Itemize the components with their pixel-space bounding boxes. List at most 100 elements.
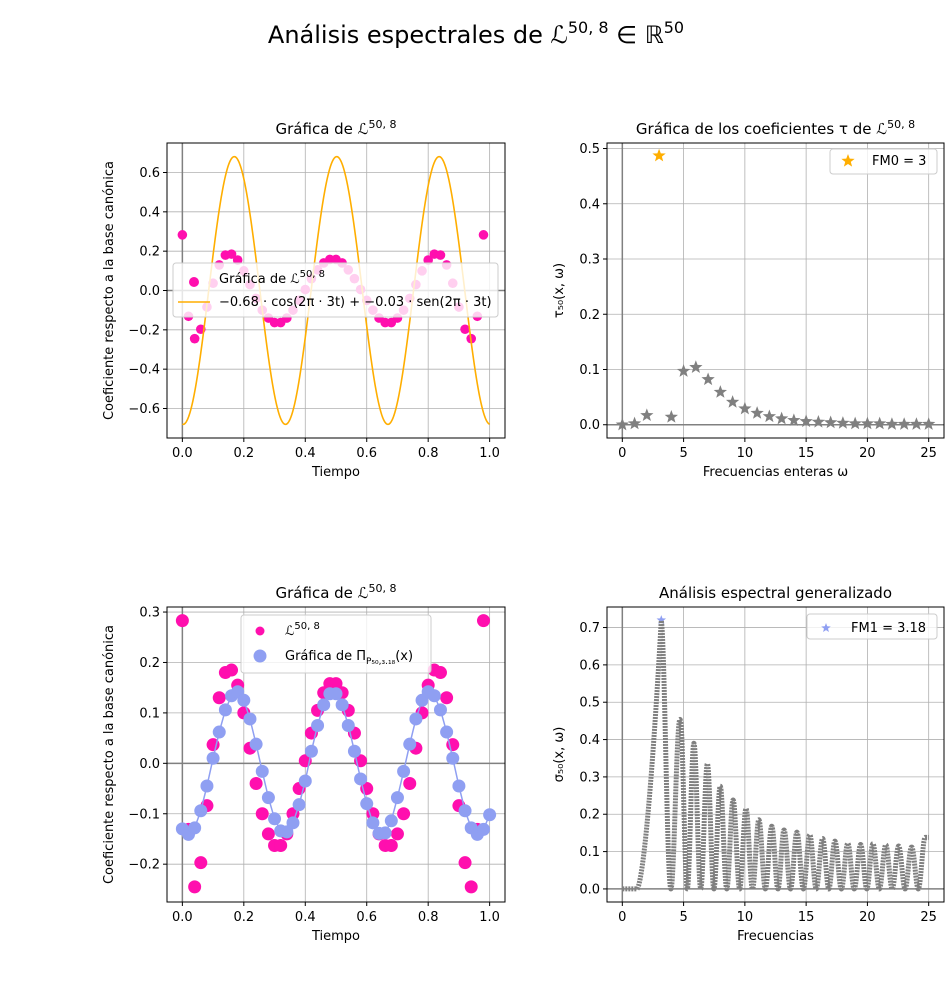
y-tick-label: −0.1	[128, 807, 160, 822]
y-tick-label: 0.4	[579, 197, 600, 212]
y-axis-label: τ₅₀(x, ω)	[552, 263, 567, 318]
spectrum-curve	[620, 618, 931, 892]
data-point	[433, 666, 447, 680]
data-point	[261, 827, 275, 841]
data-point	[354, 772, 368, 786]
data-point	[384, 839, 398, 853]
star-marker	[799, 414, 813, 428]
axes-frame	[606, 606, 945, 903]
data-point	[206, 751, 220, 765]
data-point	[403, 776, 417, 790]
plot-area	[615, 148, 936, 431]
series-2	[175, 685, 497, 841]
y-tick-label: 0.4	[579, 733, 600, 748]
y-tick-label: 0.6	[579, 658, 600, 673]
data-point	[397, 807, 411, 821]
data-point	[440, 691, 454, 705]
star-marker	[762, 409, 777, 423]
series-1	[656, 615, 667, 625]
x-tick-label: 10	[737, 910, 754, 925]
y-tick-label: 0.1	[579, 363, 600, 378]
data-point	[212, 691, 226, 705]
data-point	[483, 808, 497, 822]
x-tick-label: 0	[618, 910, 626, 925]
data-point	[280, 825, 294, 839]
x-tick-label: 25	[920, 910, 937, 925]
x-tick-label: 10	[737, 446, 754, 461]
data-point	[476, 822, 490, 836]
data-point	[286, 807, 300, 821]
data-point	[194, 804, 208, 818]
data-point	[390, 827, 404, 841]
legend: ℒ50, 8 Gráfica de ΠP₅₀,₃.₁₈(x)	[240, 614, 432, 674]
y-tick-label: 0.2	[579, 808, 600, 823]
y-tick-label: 0.3	[579, 770, 600, 785]
data-point	[360, 797, 374, 811]
data-point	[232, 255, 243, 265]
data-point	[243, 712, 257, 726]
legend-box	[240, 614, 432, 674]
data-point	[175, 614, 189, 628]
star-marker	[701, 372, 715, 386]
panel-title: Gráfica de ℒ50, 8	[276, 118, 397, 138]
data-point	[194, 856, 208, 870]
star-marker	[652, 148, 666, 162]
data-point	[311, 719, 325, 733]
y-tick-label: 0.0	[139, 284, 160, 299]
x-tick-label: 0.2	[233, 910, 254, 925]
y-tick-label: 0.3	[579, 253, 600, 268]
x-tick-label: 25	[920, 446, 937, 461]
x-tick-label: 5	[679, 446, 687, 461]
data-point	[446, 751, 460, 765]
data-point	[255, 764, 269, 778]
star-marker	[897, 417, 911, 430]
legend-box	[806, 613, 938, 640]
data-point	[458, 856, 472, 870]
data-point	[304, 744, 318, 758]
x-tick-label: 0.0	[172, 446, 193, 461]
y-tick-label: −0.4	[128, 363, 160, 378]
data-point	[347, 744, 361, 758]
data-point	[409, 712, 423, 726]
legend-box	[829, 148, 938, 175]
legend-label: ℒ50, 8	[285, 621, 320, 639]
star-marker	[885, 417, 899, 430]
x-axis-label: Tiempo	[311, 465, 360, 480]
legend-label: FM0 = 3	[872, 154, 926, 169]
legend-label: Gráfica de ℒ50, 8	[219, 269, 325, 287]
data-point	[378, 826, 392, 840]
y-tick-label: 0.7	[579, 621, 600, 636]
star-marker	[787, 413, 801, 426]
data-point	[329, 677, 343, 691]
y-axis-label: Coeficiente respecto a la base canónica	[102, 625, 117, 884]
data-point	[298, 774, 312, 788]
legend-label: FM1 = 3.18	[851, 621, 926, 636]
x-axis-label: Frecuencias	[737, 929, 814, 944]
data-point	[255, 807, 269, 821]
data-point	[225, 663, 239, 677]
legend: FM0 = 3	[829, 148, 938, 175]
series-2	[620, 618, 931, 892]
star-marker	[689, 360, 703, 373]
x-axis-label: Tiempo	[311, 929, 360, 944]
axes-frame	[166, 142, 506, 439]
data-point	[452, 779, 466, 793]
panel-p4: 0 5 10 15 20 25 0.0 0.1 0.2 0.3 0.4 0.5 0.6 0.7 Anális…	[552, 584, 945, 944]
legend-label: −0.68 · cos(2π · 3t) + −0.03 · sen(2π · …	[219, 295, 492, 310]
data-point	[366, 816, 380, 830]
legend: FM1 = 3.18	[806, 613, 938, 640]
data-point	[427, 689, 441, 703]
data-point	[188, 880, 202, 894]
panel-title: Gráfica de los coeficientes τ de ℒ50, 8	[636, 118, 915, 138]
star-marker	[713, 385, 728, 398]
data-point	[384, 814, 398, 828]
y-axis-label: Coeficiente respecto a la base canónica	[102, 161, 117, 420]
data-point	[423, 255, 433, 265]
star-marker	[750, 406, 764, 419]
series-2	[615, 360, 936, 431]
star-marker	[922, 417, 936, 430]
data-point	[292, 798, 306, 812]
star-marker	[640, 408, 654, 422]
star-marker	[774, 411, 789, 425]
x-tick-label: 0.6	[356, 910, 377, 925]
